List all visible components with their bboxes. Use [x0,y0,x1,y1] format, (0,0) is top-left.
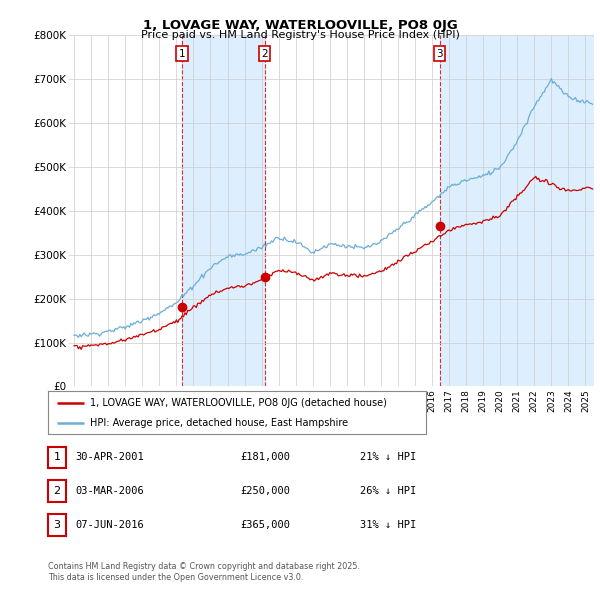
Text: 3: 3 [436,48,443,58]
Text: 07-JUN-2016: 07-JUN-2016 [75,520,144,530]
Text: 2: 2 [261,48,268,58]
Bar [440,35,594,386]
Text: 2: 2 [53,486,61,496]
Text: £181,000: £181,000 [240,453,290,462]
Text: £250,000: £250,000 [240,486,290,496]
Text: 03-MAR-2006: 03-MAR-2006 [75,486,144,496]
Text: £365,000: £365,000 [240,520,290,530]
Text: 31% ↓ HPI: 31% ↓ HPI [360,520,416,530]
Text: 1, LOVAGE WAY, WATERLOOVILLE, PO8 0JG (detached house): 1, LOVAGE WAY, WATERLOOVILLE, PO8 0JG (d… [89,398,386,408]
Text: Price paid vs. HM Land Registry's House Price Index (HPI): Price paid vs. HM Land Registry's House … [140,30,460,40]
Text: 26% ↓ HPI: 26% ↓ HPI [360,486,416,496]
Text: Contains HM Land Registry data © Crown copyright and database right 2025.
This d: Contains HM Land Registry data © Crown c… [48,562,360,582]
Bar [182,35,265,386]
Text: 3: 3 [53,520,61,530]
Text: HPI: Average price, detached house, East Hampshire: HPI: Average price, detached house, East… [89,418,348,428]
Text: 1: 1 [179,48,185,58]
Text: 1, LOVAGE WAY, WATERLOOVILLE, PO8 0JG: 1, LOVAGE WAY, WATERLOOVILLE, PO8 0JG [143,19,457,32]
Text: 21% ↓ HPI: 21% ↓ HPI [360,453,416,462]
Text: 30-APR-2001: 30-APR-2001 [75,453,144,462]
Text: 1: 1 [53,453,61,462]
